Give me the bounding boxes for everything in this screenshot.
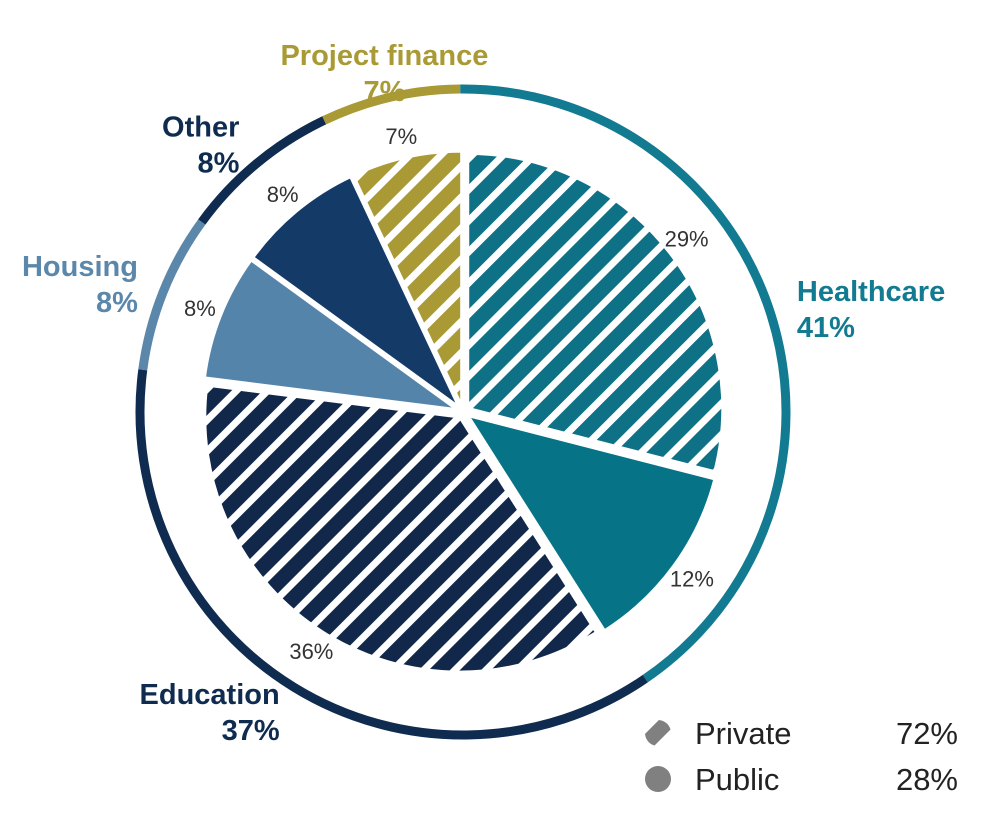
legend-label-public: Public	[695, 762, 779, 797]
slice-healthcare-private	[466, 151, 725, 474]
slice-label-housing-public: 8%	[184, 296, 216, 321]
slice-housing-public	[202, 257, 459, 412]
category-label-healthcare: Healthcare	[797, 276, 945, 308]
slice-project-finance-private	[351, 149, 464, 407]
ring-arc-housing	[138, 219, 206, 371]
slice-other-public	[250, 174, 461, 409]
category-labels: Healthcare 41% Education 37% Housing 8% Other 8…	[22, 40, 945, 747]
category-ring	[135, 84, 791, 740]
ring-arc-project-finance	[322, 84, 461, 125]
legend: Private 72% Public 28%	[645, 716, 958, 797]
ring-arc-healthcare	[460, 84, 791, 683]
slice-education-private	[203, 383, 599, 674]
ring-arc-other	[198, 116, 327, 225]
pie-slices	[202, 149, 725, 674]
category-value-healthcare: 41%	[797, 312, 855, 344]
category-value-education: 37%	[222, 715, 280, 747]
legend-label-private: Private	[695, 716, 791, 751]
slice-label-healthcare-public: 12%	[670, 566, 714, 591]
category-value-housing: 8%	[96, 287, 138, 319]
ring-arc-education	[135, 369, 648, 740]
slice-labels: 29% 12% 36% 8% 8% 7%	[184, 124, 714, 664]
slice-label-education-private: 36%	[289, 639, 333, 664]
category-label-housing: Housing	[22, 251, 138, 283]
category-label-project-finance: Project finance	[280, 40, 488, 72]
legend-value-private: 72%	[896, 716, 958, 751]
slice-healthcare-public	[464, 413, 717, 633]
category-label-other: Other	[162, 112, 239, 144]
legend-value-public: 28%	[896, 762, 958, 797]
legend-swatch-private	[645, 720, 671, 746]
slice-label-project-finance-private: 7%	[385, 124, 417, 149]
category-value-other: 8%	[197, 148, 239, 180]
slice-label-other-public: 8%	[267, 182, 299, 207]
category-label-education: Education	[140, 679, 280, 711]
slice-label-healthcare-private: 29%	[665, 227, 709, 252]
category-value-project-finance: 7%	[363, 76, 405, 108]
legend-swatch-public	[645, 766, 671, 792]
